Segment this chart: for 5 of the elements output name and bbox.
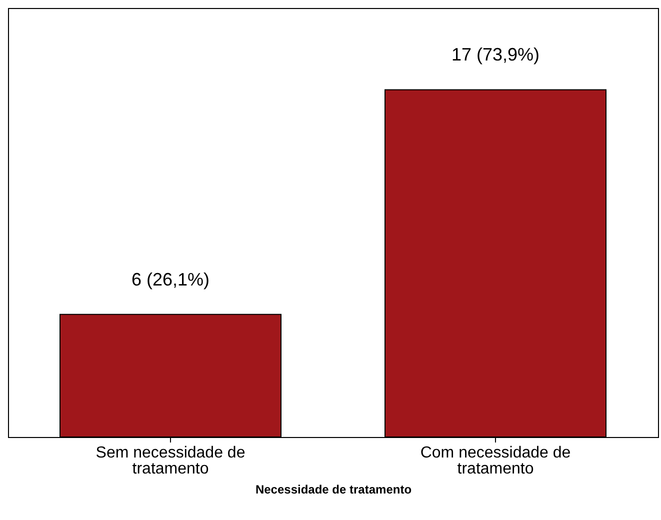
data-label: 6 (26,1%) [131,269,210,290]
x-axis-title: Necessidade de tratamento [255,482,412,496]
x-tick-label: Sem necessidade de tratamento [96,444,246,478]
x-tick-label: Com necessidade de tratamento [420,444,571,478]
data-label: 17 (73,9%) [451,44,540,65]
